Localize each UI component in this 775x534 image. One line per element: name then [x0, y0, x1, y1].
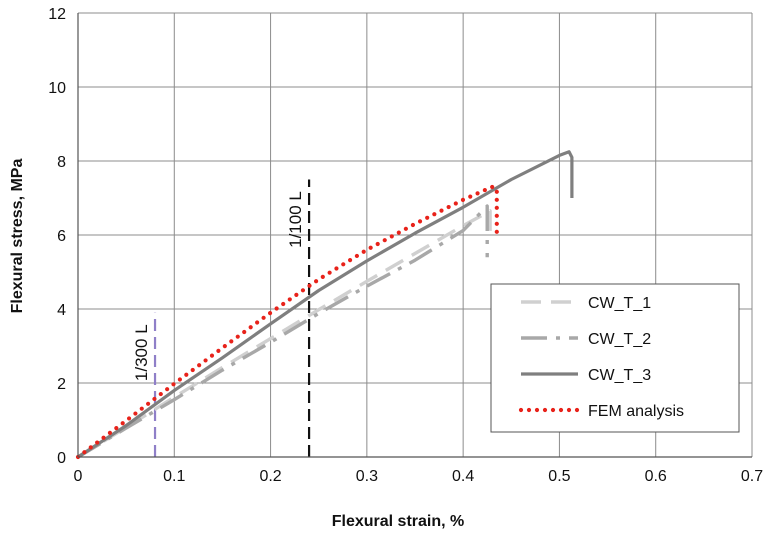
x-tick-label: 0.6 [645, 468, 667, 485]
y-tick-label: 2 [57, 376, 66, 393]
x-axis-title: Flexural strain, % [332, 513, 465, 530]
x-tick-label: 0.7 [741, 468, 763, 485]
y-tick-label: 4 [57, 302, 66, 319]
legend-box [490, 283, 740, 433]
series-line-fem-analysis [75, 184, 499, 460]
series-lines [75, 150, 574, 460]
x-tick-label: 0.5 [548, 468, 570, 485]
reference-line-label: 1/300 L [132, 324, 151, 381]
series-line-cw-t-3 [77, 150, 574, 459]
x-tick-label: 0.3 [356, 468, 378, 485]
y-tick-label: 6 [57, 228, 66, 245]
legend-label: CW_T_2 [588, 331, 651, 348]
x-tick-label: 0.4 [452, 468, 474, 485]
y-tick-label: 12 [48, 6, 66, 23]
y-tick-label: 8 [57, 154, 66, 171]
legend-label: CW_T_3 [588, 367, 651, 384]
y-tick-label: 10 [48, 80, 66, 97]
legend-label: FEM analysis [588, 403, 684, 420]
series-line-cw-t-1 [77, 209, 492, 459]
y-axis-title: Flexural stress, MPa [9, 159, 26, 314]
axes [77, 13, 752, 458]
grid [77, 12, 753, 458]
tick-labels: 0 0.1 0.2 0.3 0.4 0.5 0.6 0.7 0 2 4 6 8 10 12 [48, 6, 763, 485]
reference-lines: 1/300 L 1/100 L [132, 179, 311, 457]
y-tick-label: 0 [57, 450, 66, 467]
x-tick-label: 0.2 [259, 468, 281, 485]
legend-label: CW_T_1 [588, 295, 651, 312]
x-tick-label: 0 [74, 468, 83, 485]
x-tick-label: 0.1 [163, 468, 185, 485]
legend: CW_T_1 CW_T_2 CW_T_3 FEM analysis [490, 283, 740, 433]
reference-line-label: 1/100 L [286, 191, 305, 248]
